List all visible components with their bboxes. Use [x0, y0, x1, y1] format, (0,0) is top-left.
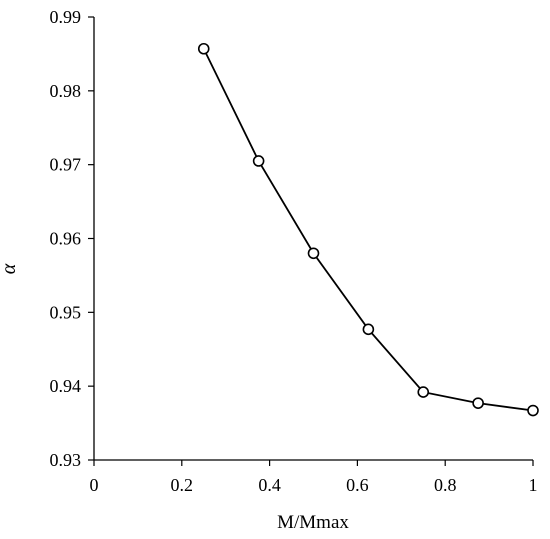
x-tick-label: 0.6 [346, 475, 369, 495]
y-tick-label: 0.98 [50, 81, 82, 101]
data-point [417, 386, 430, 398]
y-tick-label: 0.94 [50, 376, 82, 396]
y-ticks: 0.93 0.94 0.95 0.96 0.97 0.98 0.99 [50, 7, 94, 470]
data-point [252, 155, 265, 167]
x-ticks: 0 0.2 0.4 0.6 0.8 1 [90, 460, 538, 495]
data-point [362, 323, 375, 336]
axes [93, 17, 533, 461]
y-tick-label: 0.96 [50, 229, 82, 249]
y-tick-label: 0.99 [50, 7, 82, 27]
x-tick-label: 1 [529, 475, 538, 495]
x-tick-label: 0 [90, 475, 99, 495]
y-axis-label: α [0, 263, 20, 274]
data-point [527, 404, 539, 417]
data-point [307, 247, 320, 260]
series-group [197, 42, 539, 417]
x-tick-label: 0.2 [171, 475, 194, 495]
x-axis-label: M/Mmax [277, 512, 349, 533]
data-point [197, 42, 210, 55]
y-tick-label: 0.95 [50, 302, 82, 322]
x-tick-label: 0.8 [434, 475, 457, 495]
data-point [472, 397, 484, 409]
x-tick-label: 0.4 [258, 475, 281, 495]
y-tick-label: 0.97 [50, 155, 82, 175]
series-line [202, 48, 534, 412]
y-tick-label: 0.93 [50, 450, 82, 470]
